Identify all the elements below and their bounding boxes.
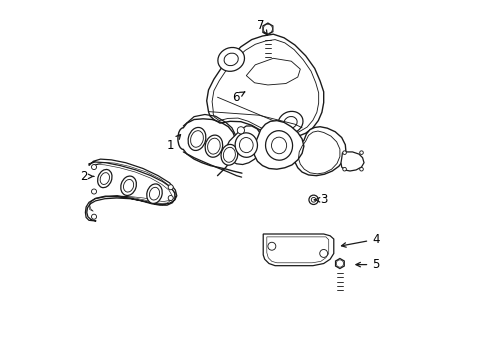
Ellipse shape [121,176,136,195]
Ellipse shape [91,189,96,194]
Polygon shape [335,258,344,269]
Ellipse shape [146,184,162,203]
Text: 2: 2 [81,170,94,183]
Ellipse shape [91,165,96,170]
Polygon shape [294,127,346,176]
Ellipse shape [342,151,346,154]
Ellipse shape [218,48,244,71]
Text: 1: 1 [166,135,180,152]
Polygon shape [263,23,272,35]
Ellipse shape [168,185,173,190]
Polygon shape [246,58,300,85]
Polygon shape [263,234,333,266]
Ellipse shape [265,131,292,160]
Ellipse shape [98,170,112,188]
Text: 3: 3 [314,193,327,206]
Ellipse shape [359,167,363,171]
Polygon shape [206,34,323,138]
Ellipse shape [342,167,346,171]
Polygon shape [226,126,262,165]
Ellipse shape [284,117,297,128]
Ellipse shape [235,133,257,157]
Ellipse shape [188,127,205,150]
Polygon shape [340,152,363,171]
Ellipse shape [308,195,318,204]
Ellipse shape [359,151,363,154]
Ellipse shape [205,135,222,157]
Ellipse shape [221,144,237,165]
Text: 6: 6 [231,91,244,104]
Polygon shape [85,159,177,221]
Text: 5: 5 [355,258,379,271]
Ellipse shape [267,242,275,250]
Ellipse shape [237,127,244,134]
Ellipse shape [278,111,303,134]
Ellipse shape [168,195,173,201]
Text: 7: 7 [256,19,266,35]
Ellipse shape [91,214,96,219]
Ellipse shape [224,53,238,66]
Ellipse shape [319,249,327,257]
Text: 4: 4 [341,233,379,247]
Polygon shape [253,121,303,169]
